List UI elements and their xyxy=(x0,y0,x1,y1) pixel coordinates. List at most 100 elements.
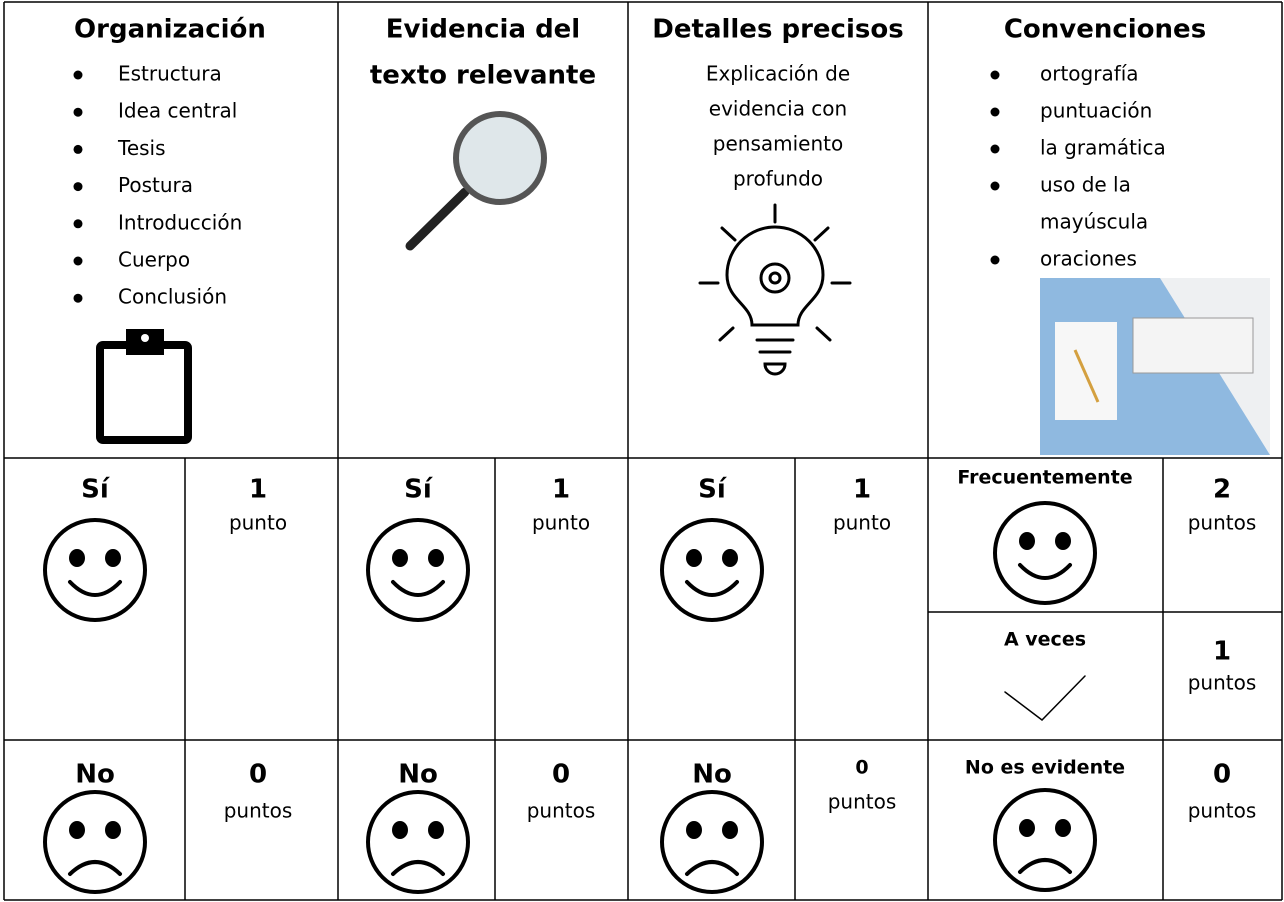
level-label: A veces xyxy=(1004,629,1086,651)
eye xyxy=(105,549,121,567)
happy-face xyxy=(43,518,147,622)
bullet xyxy=(990,107,1000,117)
eye xyxy=(722,549,738,567)
clipboard-icon xyxy=(96,329,192,444)
points-unit: puntos xyxy=(1188,511,1257,535)
happy-face xyxy=(660,518,764,622)
points: 1 xyxy=(1213,637,1231,667)
sad-face xyxy=(43,790,147,894)
points: 0 xyxy=(1213,760,1231,790)
bullet xyxy=(990,144,1000,154)
bullet xyxy=(990,70,1000,80)
sad-face xyxy=(993,788,1097,892)
description-line: Explicación de xyxy=(706,62,850,86)
list-item: Postura xyxy=(118,173,193,197)
points: 0 xyxy=(855,757,868,779)
mouth xyxy=(68,860,122,876)
mouth xyxy=(685,580,739,597)
bullet xyxy=(73,256,83,266)
points: 1 xyxy=(552,475,570,505)
list-item: la gramática xyxy=(1040,136,1166,160)
points-unit: puntos xyxy=(527,799,596,823)
points-unit: punto xyxy=(532,511,590,535)
points: 1 xyxy=(249,475,267,505)
list-item: uso de la xyxy=(1040,173,1131,197)
bullet xyxy=(990,181,1000,191)
list-item: oraciones xyxy=(1040,247,1137,271)
level-label: No es evidente xyxy=(965,757,1125,779)
level-label: Sí xyxy=(698,475,728,505)
eye xyxy=(428,549,444,567)
bullet xyxy=(73,107,83,117)
list-item: Tesis xyxy=(117,136,166,160)
eye xyxy=(392,821,408,839)
list-item: Idea central xyxy=(118,99,237,123)
eye xyxy=(428,821,444,839)
list-item: mayúscula xyxy=(1040,210,1148,234)
sad-face xyxy=(366,790,470,894)
bullet xyxy=(73,70,83,80)
points-unit: puntos xyxy=(1188,799,1257,823)
mouth xyxy=(1018,563,1072,580)
column-title: Detalles precisos xyxy=(652,15,903,45)
mouth xyxy=(391,580,445,597)
list-item: Introducción xyxy=(118,210,242,234)
magnifier-icon xyxy=(405,111,547,251)
lightbulb-icon xyxy=(698,203,852,376)
bullet xyxy=(73,144,83,154)
list-item: ortografía xyxy=(1040,62,1139,86)
happy-face xyxy=(366,518,470,622)
table-borders xyxy=(3,1,1283,901)
mouth xyxy=(391,860,445,876)
list-item: Estructura xyxy=(118,62,222,86)
points: 1 xyxy=(853,475,871,505)
level-label: Sí xyxy=(404,475,434,505)
eye xyxy=(1019,532,1035,550)
list-item: Conclusión xyxy=(118,285,227,309)
clipboard-hole xyxy=(141,334,149,342)
points-unit: puntos xyxy=(1188,671,1257,695)
desk-photo xyxy=(1040,278,1270,455)
eye xyxy=(1055,819,1071,837)
column-title: texto relevante xyxy=(370,61,596,91)
eye xyxy=(69,549,85,567)
level-label: No xyxy=(75,760,115,790)
level-label: Sí xyxy=(81,475,111,505)
eye xyxy=(392,549,408,567)
bullet xyxy=(73,182,83,192)
column-title: Organización xyxy=(74,15,266,45)
bullet xyxy=(990,255,1000,265)
level-label: No xyxy=(398,760,438,790)
mouth xyxy=(685,860,739,876)
description-line: pensamiento xyxy=(713,132,843,156)
points-unit: punto xyxy=(833,511,891,535)
points: 0 xyxy=(552,760,570,790)
points: 2 xyxy=(1213,475,1231,505)
eye xyxy=(686,821,702,839)
mouth xyxy=(1018,858,1072,874)
bullet xyxy=(73,293,83,303)
points-unit: punto xyxy=(229,511,287,535)
eye xyxy=(1055,532,1071,550)
points: 0 xyxy=(249,760,267,790)
bullet xyxy=(73,219,83,229)
eye xyxy=(69,821,85,839)
eye xyxy=(686,549,702,567)
level-label: Frecuentemente xyxy=(957,467,1132,489)
column-title: Evidencia del xyxy=(386,15,580,45)
column-title: Convenciones xyxy=(1004,15,1206,45)
points-unit: puntos xyxy=(224,799,293,823)
eye xyxy=(105,821,121,839)
list-item: puntuación xyxy=(1040,99,1152,123)
points-unit: puntos xyxy=(828,790,897,814)
eye xyxy=(1019,819,1035,837)
eye xyxy=(722,821,738,839)
list-item: Cuerpo xyxy=(118,248,190,272)
description-line: evidencia con xyxy=(709,97,847,121)
check-icon xyxy=(1004,675,1086,721)
happy-face xyxy=(993,501,1097,605)
level-label: No xyxy=(692,760,732,790)
mouth xyxy=(68,580,122,597)
description-line: profundo xyxy=(733,167,823,191)
